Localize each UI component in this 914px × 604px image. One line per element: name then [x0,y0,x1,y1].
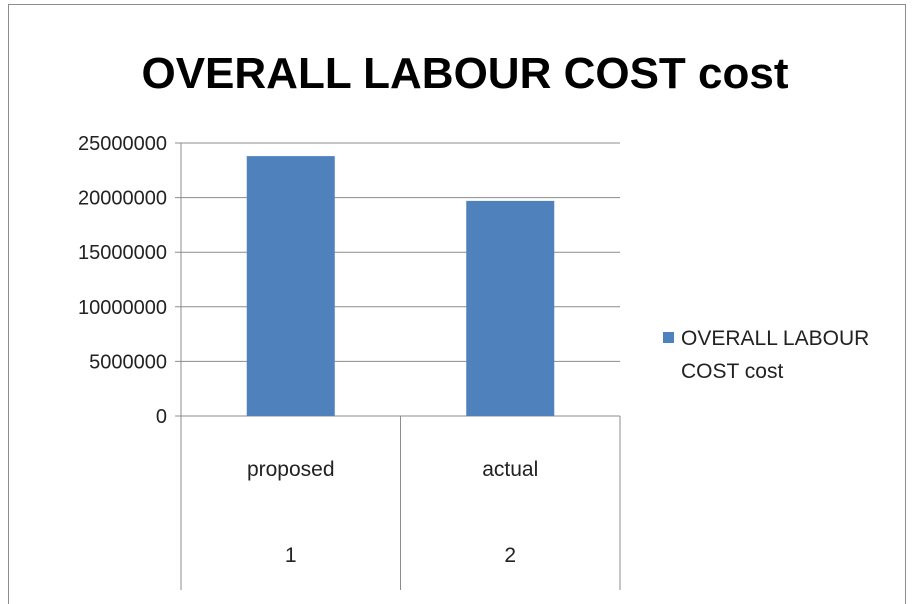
category-index-label: 2 [504,544,516,567]
bar-actual [466,200,555,416]
legend-swatch [663,332,674,343]
y-tick-label: 25000000 [78,133,167,155]
y-tick-label: 15000000 [78,242,167,264]
category-label: proposed [247,458,335,481]
category-label: actual [482,458,538,481]
y-tick-label: 5000000 [89,351,167,373]
y-tick-label: 0 [156,406,167,428]
y-axis-ticks: 0 5000000 10000000 15000000 20000000 25000000 [78,133,167,428]
y-tick-label: 20000000 [78,188,167,210]
legend: OVERALL LABOUR COST cost [663,327,869,383]
chart-title: OVERALL LABOUR COST cost [141,49,788,98]
y-tick-label: 10000000 [78,297,167,319]
chart-frame [8,4,906,604]
legend-label: COST cost [681,360,783,383]
category-axis-table: proposed 1 actual 2 [247,416,621,590]
bar-proposed [246,156,335,416]
bars [246,156,555,416]
legend-label: OVERALL LABOUR [681,327,869,350]
category-index-label: 1 [285,544,297,567]
